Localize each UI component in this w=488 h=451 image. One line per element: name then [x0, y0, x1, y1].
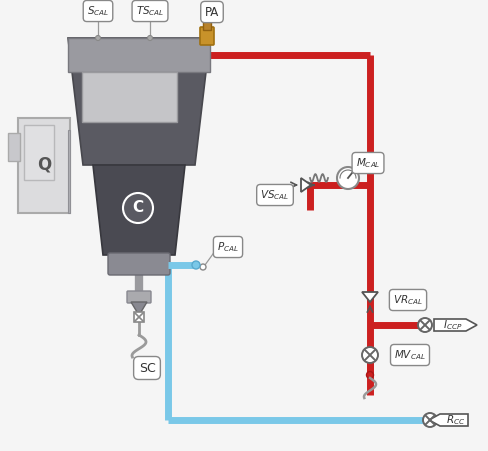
Polygon shape [361, 292, 377, 302]
FancyBboxPatch shape [134, 312, 143, 322]
FancyBboxPatch shape [127, 291, 151, 303]
Circle shape [123, 193, 153, 223]
Text: $I_{CCP}$: $I_{CCP}$ [442, 318, 462, 332]
FancyBboxPatch shape [108, 253, 170, 275]
FancyArrow shape [428, 414, 467, 426]
Text: $VR_{CAL}$: $VR_{CAL}$ [392, 293, 422, 307]
FancyBboxPatch shape [24, 125, 54, 180]
Circle shape [95, 36, 101, 41]
Circle shape [366, 372, 373, 378]
Polygon shape [68, 130, 70, 213]
Polygon shape [131, 302, 147, 312]
Text: C: C [132, 201, 143, 216]
Text: $VS_{CAL}$: $VS_{CAL}$ [260, 188, 289, 202]
Text: Q: Q [37, 156, 51, 174]
Text: SC: SC [138, 362, 155, 374]
Circle shape [417, 318, 431, 332]
Text: $MV_{CAL}$: $MV_{CAL}$ [393, 348, 425, 362]
FancyBboxPatch shape [200, 27, 214, 45]
FancyBboxPatch shape [82, 72, 177, 122]
Text: $S_{CAL}$: $S_{CAL}$ [87, 4, 109, 18]
Text: $TS_{CAL}$: $TS_{CAL}$ [136, 4, 164, 18]
Text: $R_{CC}$: $R_{CC}$ [446, 413, 465, 427]
Text: PA: PA [204, 5, 219, 18]
Circle shape [336, 167, 358, 189]
Circle shape [361, 347, 377, 363]
Circle shape [422, 413, 436, 427]
FancyArrow shape [433, 319, 476, 331]
Polygon shape [301, 178, 310, 192]
Polygon shape [93, 165, 184, 255]
Polygon shape [68, 38, 209, 165]
FancyBboxPatch shape [203, 20, 210, 30]
Text: $M_{CAL}$: $M_{CAL}$ [355, 156, 380, 170]
FancyBboxPatch shape [18, 118, 70, 213]
Polygon shape [68, 38, 209, 72]
Text: $P_{CAL}$: $P_{CAL}$ [217, 240, 239, 254]
FancyBboxPatch shape [8, 133, 20, 161]
Circle shape [200, 264, 205, 270]
Circle shape [147, 36, 152, 41]
Circle shape [192, 261, 200, 269]
